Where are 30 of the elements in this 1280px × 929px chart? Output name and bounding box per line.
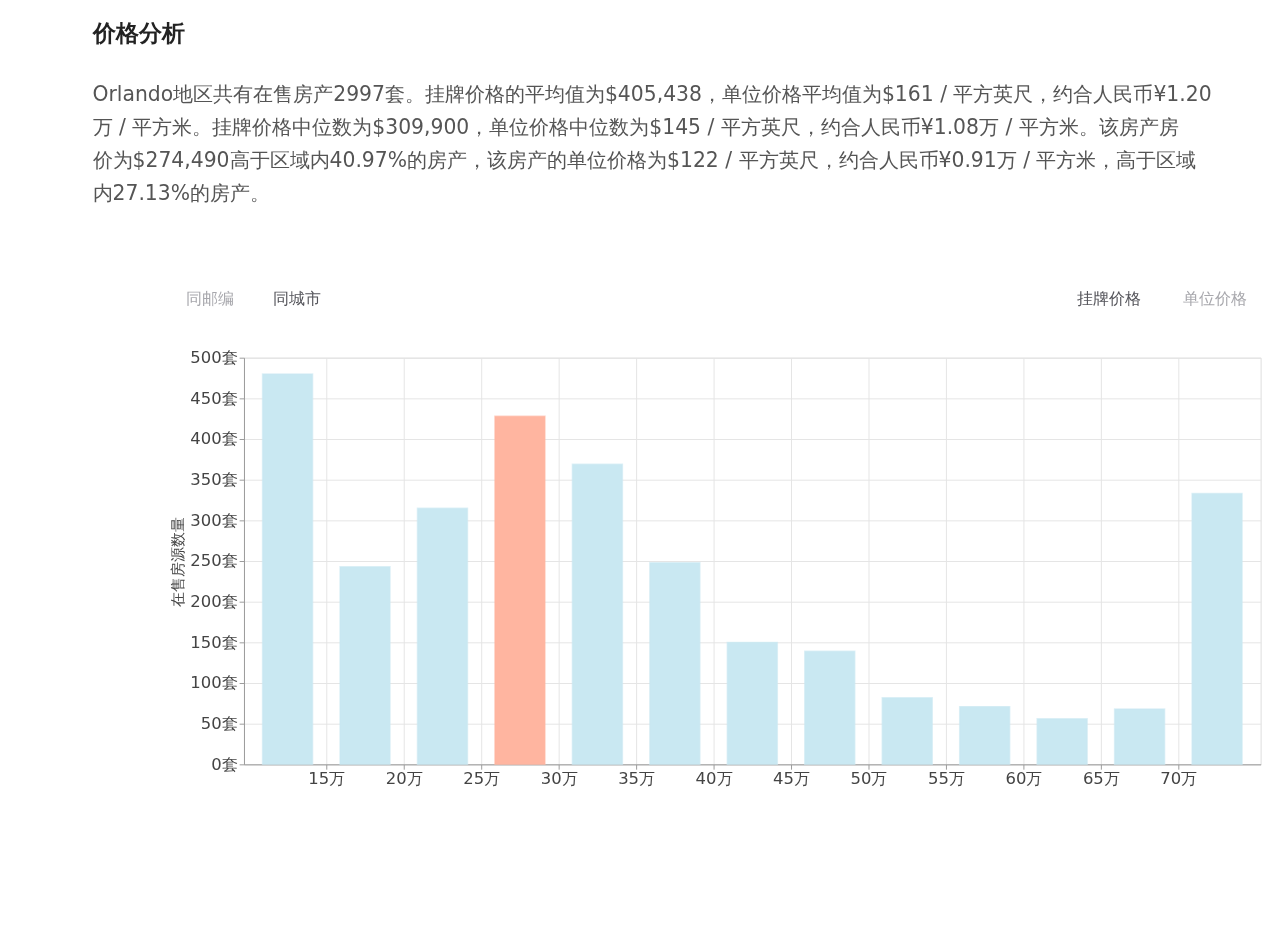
text: 同城市 (273, 289, 322, 309)
x-tick-label: 20万 (385, 769, 423, 789)
x-tick-label: 60万 (1005, 769, 1043, 789)
y-tick-label: 200套 (190, 592, 238, 612)
y-tick-label: 500套 (190, 348, 238, 368)
text: 同邮编 (185, 289, 234, 309)
chart-title: 价格分析 (91, 19, 185, 47)
chart-subtitle: Orlando地区共有在售房产2997套。挂牌价格的平均值为$405,438，单位价格平均值为$161 / 平方英尺，约合人民币¥1.20万 / 平方米。挂牌价格中位数为$309,900，单位价格中位数为$145 / 平方英尺，约合人民币¥1.08万 / 平方米。该房产房价为$274,490高于区域内40.97%的房产，该房产的单位价格为$122 / 平方英尺，约合人民币¥0.91万 / 平方米，高于区域内27.13%的房产。 (91, 82, 1212, 205)
x-tick-label: 15万 (308, 769, 346, 789)
y-tick-label: 150套 (190, 632, 238, 652)
x-tick-label: 40万 (695, 769, 733, 789)
x-tick-label: 50万 (850, 769, 888, 789)
y-tick-label: 400套 (190, 429, 238, 449)
y-tick-label: 350套 (190, 470, 238, 490)
y-tick-label: 250套 (190, 551, 238, 571)
x-tick-label: 35万 (618, 769, 656, 789)
text: 挂牌价格 (1076, 289, 1141, 309)
y-tick-label: 0套 (211, 754, 238, 774)
y-tick-label: 50套 (200, 714, 238, 734)
x-tick-label: 30万 (540, 769, 578, 789)
x-tick-label: 65万 (1082, 769, 1120, 789)
y-tick-label: 300套 (190, 510, 238, 530)
y-tick-label: 450套 (190, 388, 238, 408)
x-tick-label: 25万 (463, 769, 501, 789)
text: 单位价格 (1183, 289, 1248, 309)
x-tick-label: 70万 (1160, 769, 1198, 789)
y-tick-label: 100套 (190, 673, 238, 693)
x-tick-label: 45万 (773, 769, 810, 789)
y-axis-title: 在售房源数量 (169, 516, 188, 607)
x-tick-label: 55万 (927, 769, 965, 789)
